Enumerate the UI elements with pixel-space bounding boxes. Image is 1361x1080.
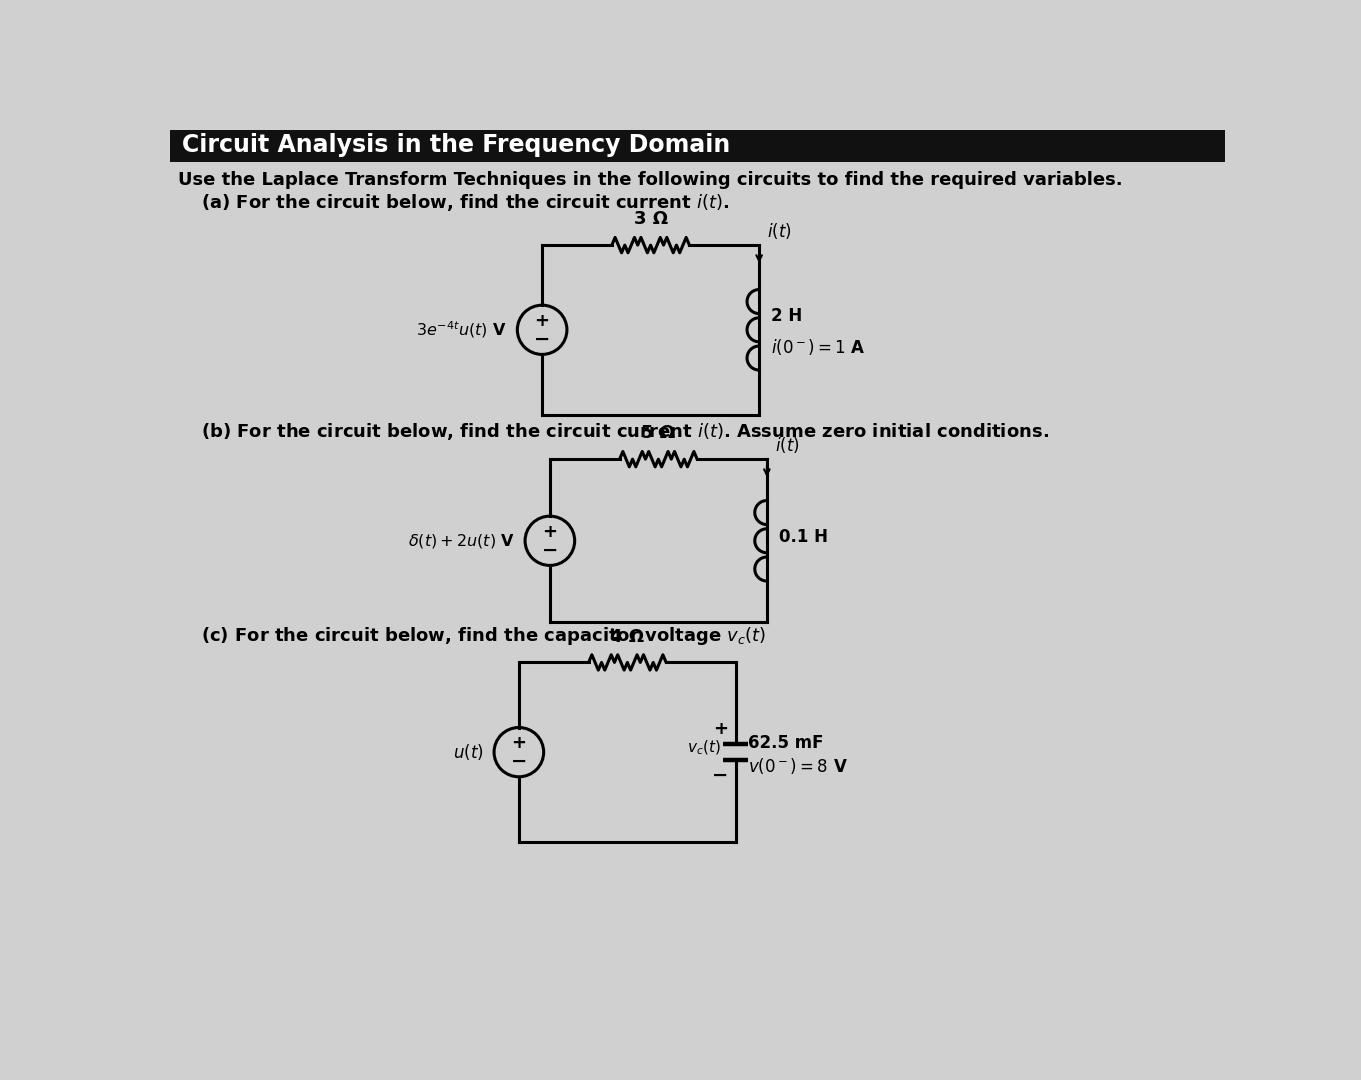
Text: −: − (712, 766, 728, 785)
Text: (c) For the circuit below, find the capacitor voltage $v_c(t)$: (c) For the circuit below, find the capa… (201, 625, 766, 647)
Text: 5 Ω: 5 Ω (641, 424, 675, 442)
Text: Circuit Analysis in the Frequency Domain: Circuit Analysis in the Frequency Domain (182, 134, 729, 158)
Text: 62.5 mF: 62.5 mF (747, 734, 823, 752)
Text: 3 Ω: 3 Ω (634, 211, 668, 228)
Text: $i(0^-) = 1$ A: $i(0^-) = 1$ A (770, 337, 866, 356)
Text: $i(t)$: $i(t)$ (766, 221, 792, 241)
Text: $\delta(t) + 2u(t)$ V: $\delta(t) + 2u(t)$ V (408, 531, 514, 550)
Text: −: − (510, 752, 527, 771)
Text: (a) For the circuit below, find the circuit current $i(t)$.: (a) For the circuit below, find the circ… (201, 192, 729, 213)
Text: +: + (512, 734, 527, 752)
Text: $3e^{-4t}u(t)$ V: $3e^{-4t}u(t)$ V (416, 320, 508, 340)
Text: $v(0^-) = 8$ V: $v(0^-) = 8$ V (747, 756, 848, 777)
Text: Use the Laplace Transform Techniques in the following circuits to find the requi: Use the Laplace Transform Techniques in … (178, 171, 1123, 189)
Text: −: − (534, 329, 550, 349)
Text: +: + (543, 523, 558, 540)
Text: +: + (713, 720, 728, 738)
Text: $v_c(t)$: $v_c(t)$ (686, 739, 720, 757)
Text: 2 H: 2 H (770, 307, 802, 325)
Text: 4 Ω: 4 Ω (610, 627, 645, 646)
Text: +: + (535, 311, 550, 329)
Text: $i(t)$: $i(t)$ (774, 435, 799, 456)
FancyBboxPatch shape (170, 130, 1225, 162)
Text: (b) For the circuit below, find the circuit current $i(t)$. Assume zero initial : (b) For the circuit below, find the circ… (201, 421, 1049, 442)
Text: −: − (542, 540, 558, 559)
Text: 0.1 H: 0.1 H (778, 528, 827, 545)
Text: $u(t)$: $u(t)$ (453, 742, 485, 762)
